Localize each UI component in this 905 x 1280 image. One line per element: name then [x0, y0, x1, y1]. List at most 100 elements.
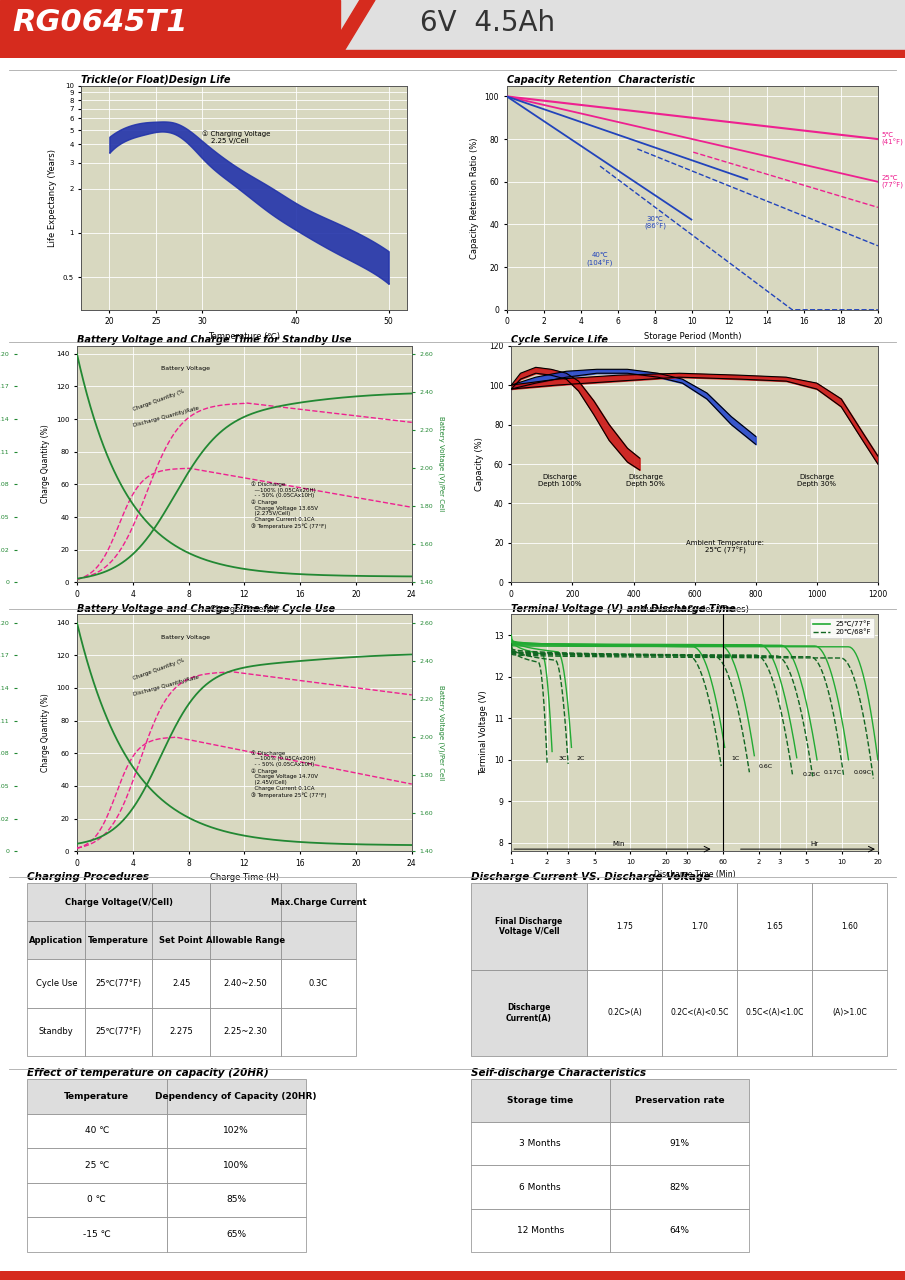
- Text: 0.5C<(A)<1.0C: 0.5C<(A)<1.0C: [746, 1009, 804, 1018]
- Text: 85%: 85%: [226, 1196, 246, 1204]
- Bar: [210, 883, 281, 922]
- Bar: [281, 883, 356, 922]
- Text: Charge Quantity (%: Charge Quantity (%: [133, 658, 186, 681]
- Text: Preservation rate: Preservation rate: [634, 1096, 725, 1105]
- Text: 5℃
(41°F): 5℃ (41°F): [881, 132, 903, 146]
- Bar: [27, 959, 85, 1007]
- Text: 1.65: 1.65: [766, 922, 783, 931]
- Text: Discharge Quantity)Rate: Discharge Quantity)Rate: [133, 675, 200, 698]
- Text: 1.60: 1.60: [841, 922, 858, 931]
- Bar: [27, 1217, 167, 1252]
- Bar: [471, 1208, 610, 1252]
- Y-axis label: Life Expectancy (Years): Life Expectancy (Years): [48, 148, 57, 247]
- Bar: [27, 883, 85, 922]
- Bar: [471, 1079, 610, 1123]
- Text: 2.40~2.50: 2.40~2.50: [224, 979, 268, 988]
- Text: Discharge Current VS. Discharge Voltage: Discharge Current VS. Discharge Voltage: [471, 873, 710, 882]
- Text: Trickle(or Float)Design Life: Trickle(or Float)Design Life: [81, 76, 231, 84]
- Bar: [587, 970, 662, 1056]
- Text: Charge Voltage(V/Cell): Charge Voltage(V/Cell): [65, 897, 173, 906]
- X-axis label: Discharge Time (Min): Discharge Time (Min): [653, 870, 736, 879]
- Bar: [85, 922, 152, 959]
- Text: Battery Voltage and Charge Time for Cycle Use: Battery Voltage and Charge Time for Cycl…: [77, 604, 335, 613]
- Bar: [281, 959, 356, 1007]
- Bar: [85, 959, 152, 1007]
- Text: 25 ℃: 25 ℃: [85, 1161, 109, 1170]
- Text: 1.70: 1.70: [691, 922, 708, 931]
- Bar: [471, 970, 587, 1056]
- Bar: [812, 970, 887, 1056]
- Text: Discharge Quantity)Rate: Discharge Quantity)Rate: [133, 406, 200, 429]
- Text: 3 Months: 3 Months: [519, 1139, 561, 1148]
- X-axis label: Charge Time (H): Charge Time (H): [210, 604, 279, 613]
- Text: 100%: 100%: [224, 1161, 249, 1170]
- Bar: [152, 1007, 210, 1056]
- Text: 40℃
(104°F): 40℃ (104°F): [586, 252, 613, 266]
- Text: 40 ℃: 40 ℃: [85, 1126, 109, 1135]
- Text: Charging Procedures: Charging Procedures: [27, 873, 149, 882]
- Text: 0.17C: 0.17C: [824, 771, 842, 776]
- Text: Cycle Use: Cycle Use: [35, 979, 77, 988]
- Bar: [471, 1123, 610, 1165]
- Text: Discharge
Depth 100%: Discharge Depth 100%: [538, 474, 582, 486]
- Text: Discharge
Depth 50%: Discharge Depth 50%: [626, 474, 665, 486]
- Text: Set Point: Set Point: [159, 936, 203, 945]
- Text: Allowable Range: Allowable Range: [206, 936, 285, 945]
- Text: 0 ℃: 0 ℃: [88, 1196, 106, 1204]
- X-axis label: Storage Period (Month): Storage Period (Month): [643, 332, 741, 340]
- Text: Dependency of Capacity (20HR): Dependency of Capacity (20HR): [156, 1092, 317, 1101]
- Bar: [0, 0, 340, 58]
- X-axis label: Charge Time (H): Charge Time (H): [210, 873, 279, 882]
- Bar: [27, 1007, 85, 1056]
- Bar: [812, 883, 887, 970]
- Text: Application: Application: [29, 936, 83, 945]
- Text: ① Charging Voltage
    2.25 V/Cell: ① Charging Voltage 2.25 V/Cell: [203, 131, 271, 143]
- Bar: [281, 1007, 356, 1056]
- X-axis label: Number of Cycles (Times): Number of Cycles (Times): [640, 604, 749, 613]
- Text: Terminal Voltage (V) and Discharge Time: Terminal Voltage (V) and Discharge Time: [511, 604, 736, 613]
- Polygon shape: [325, 0, 375, 58]
- Y-axis label: Charge Quantity (%): Charge Quantity (%): [42, 425, 51, 503]
- Text: Ambient Temperature:
25℃ (77°F): Ambient Temperature: 25℃ (77°F): [686, 540, 764, 554]
- Bar: [152, 922, 210, 959]
- Text: -15 ℃: -15 ℃: [83, 1230, 110, 1239]
- Text: Self-discharge Characteristics: Self-discharge Characteristics: [471, 1069, 645, 1078]
- Text: 0.6C: 0.6C: [758, 764, 773, 769]
- Bar: [85, 1007, 152, 1056]
- Bar: [167, 1183, 306, 1217]
- Bar: [737, 970, 812, 1056]
- Text: 2.275: 2.275: [169, 1028, 193, 1037]
- Bar: [27, 1079, 167, 1114]
- Y-axis label: Charge Quantity (%): Charge Quantity (%): [42, 694, 51, 772]
- Text: Max.Charge Current: Max.Charge Current: [271, 897, 367, 906]
- Text: Capacity Retention  Characteristic: Capacity Retention Characteristic: [507, 76, 695, 84]
- Bar: [167, 1217, 306, 1252]
- Bar: [610, 1079, 749, 1123]
- Bar: [167, 1079, 306, 1114]
- Text: 64%: 64%: [670, 1226, 690, 1235]
- Text: Effect of temperature on capacity (20HR): Effect of temperature on capacity (20HR): [27, 1069, 269, 1078]
- Bar: [471, 1165, 610, 1208]
- Text: 102%: 102%: [224, 1126, 249, 1135]
- Bar: [27, 1114, 167, 1148]
- Text: 2.45: 2.45: [172, 979, 190, 988]
- Text: Battery Voltage and Charge Time for Standby Use: Battery Voltage and Charge Time for Stan…: [77, 335, 351, 344]
- Bar: [152, 959, 210, 1007]
- Text: Standby: Standby: [39, 1028, 73, 1037]
- Text: 0.09C: 0.09C: [853, 771, 872, 776]
- Text: 6V  4.5Ah: 6V 4.5Ah: [420, 9, 555, 37]
- Bar: [0, 50, 905, 58]
- Text: Discharge
Current(A): Discharge Current(A): [506, 1004, 552, 1023]
- Bar: [610, 1123, 749, 1165]
- Bar: [662, 883, 737, 970]
- Bar: [662, 970, 737, 1056]
- Text: Battery Voltage: Battery Voltage: [161, 366, 210, 371]
- Legend: 25℃/77°F, 20℃/68°F: 25℃/77°F, 20℃/68°F: [810, 618, 874, 639]
- Text: Battery Voltage: Battery Voltage: [161, 635, 210, 640]
- Text: 0.25C: 0.25C: [803, 772, 821, 777]
- Text: 0.2C>(A): 0.2C>(A): [607, 1009, 642, 1018]
- Bar: [167, 1148, 306, 1183]
- Text: Min: Min: [613, 841, 625, 847]
- Bar: [471, 883, 587, 970]
- Bar: [167, 1114, 306, 1148]
